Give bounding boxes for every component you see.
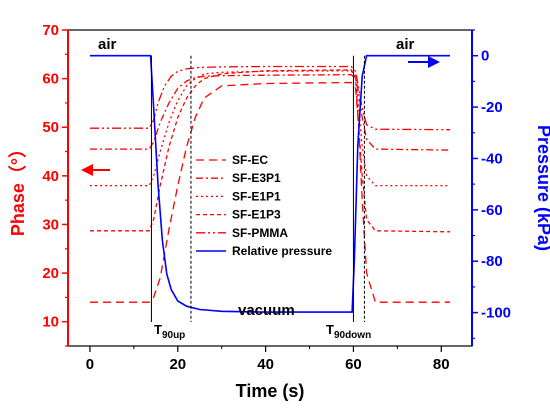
y-left-tick-label-3: 40 bbox=[42, 168, 59, 185]
t90down-main: T bbox=[326, 322, 334, 337]
air-right-label: air bbox=[396, 36, 415, 53]
y-right-axis-title: Pressure (kPa) bbox=[534, 125, 550, 251]
series-line-4 bbox=[90, 65, 451, 131]
plot-frame bbox=[67, 29, 473, 347]
x-tick-label-0: 0 bbox=[86, 356, 94, 373]
t90up-sub: 90up bbox=[162, 330, 185, 341]
y-left-tick-label-1: 20 bbox=[42, 265, 59, 282]
y-left-tick-label-0: 10 bbox=[42, 314, 59, 331]
y-right-tick-label-4: -80 bbox=[481, 253, 503, 270]
legend-label-5: Relative pressure bbox=[232, 244, 332, 258]
y-right-tick-label-3: -60 bbox=[481, 202, 503, 219]
legend-label-1: SF-E3P1 bbox=[232, 171, 281, 185]
legend-label-3: SF-E1P3 bbox=[232, 208, 281, 222]
series-line-0 bbox=[90, 81, 450, 303]
series-line-5 bbox=[90, 54, 450, 313]
t90up-label: T90up bbox=[154, 322, 185, 341]
t90down-sub: 90down bbox=[334, 330, 371, 341]
left-arrow-icon bbox=[81, 164, 110, 176]
legend-label-2: SF-E1P1 bbox=[232, 189, 281, 203]
x-tick-label-1: 20 bbox=[169, 356, 186, 373]
x-tick-label-3: 60 bbox=[345, 356, 362, 373]
right-arrow-icon bbox=[408, 56, 440, 68]
y-right-tick-label-5: -100 bbox=[481, 305, 511, 322]
vacuum-label: vacuum bbox=[238, 302, 295, 319]
legend: SF-EC SF-E3P1 SF-E1P1 SF-E1P3 SF-PMMA Relativ… bbox=[196, 153, 332, 258]
legend-label-4: SF-PMMA bbox=[232, 226, 288, 240]
air-left-label: air bbox=[98, 36, 117, 53]
y-left-axis-title: Phase（°） bbox=[8, 140, 28, 236]
series-line-2 bbox=[90, 70, 450, 187]
t90down-label: T90down bbox=[326, 322, 371, 341]
t90up-main: T bbox=[154, 322, 162, 337]
x-tick-label-2: 40 bbox=[257, 356, 274, 373]
series-line-1 bbox=[90, 74, 451, 151]
y-left-tick-label-2: 30 bbox=[42, 216, 59, 233]
y-right-tick-label-1: -20 bbox=[481, 99, 503, 116]
y-right-tick-label-0: 0 bbox=[481, 48, 489, 65]
y-right-tick-label-2: -40 bbox=[481, 150, 503, 167]
x-tick-label-4: 80 bbox=[433, 356, 450, 373]
legend-label-0: SF-EC bbox=[232, 153, 268, 167]
y-left-tick-label-6: 70 bbox=[42, 22, 59, 39]
x-axis-title: Time (s) bbox=[236, 381, 305, 401]
y-left-tick-label-5: 60 bbox=[42, 71, 59, 88]
y-left-tick-label-4: 50 bbox=[42, 119, 59, 136]
